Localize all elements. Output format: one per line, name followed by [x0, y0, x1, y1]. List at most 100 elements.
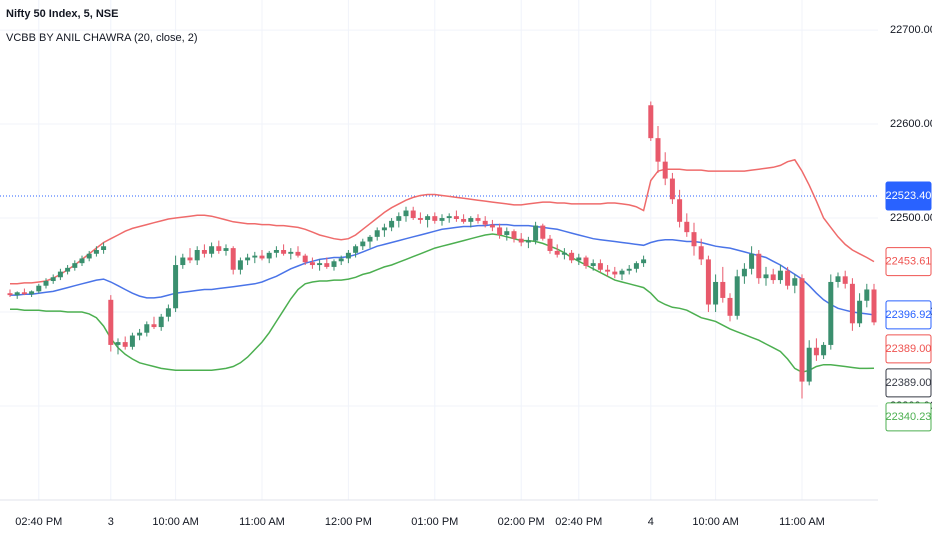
candle-body — [849, 283, 855, 324]
price-badge-box — [885, 181, 932, 211]
candle-body — [749, 253, 755, 269]
candle-body — [173, 265, 179, 309]
x-tick-label: 02:40 PM — [15, 516, 62, 528]
candle-body — [785, 270, 791, 286]
candle-body — [741, 268, 747, 277]
x-tick-label: 4 — [648, 516, 654, 528]
candle-body — [137, 332, 143, 336]
candle-body — [857, 300, 863, 324]
price-badge-box — [885, 368, 932, 398]
candle-body — [497, 227, 503, 235]
candle-body — [799, 278, 805, 382]
candle-body — [165, 308, 171, 317]
candle-body — [65, 267, 71, 272]
candle-body — [79, 258, 85, 264]
candle-body — [187, 257, 193, 261]
candle-body — [245, 257, 251, 261]
candle-body — [705, 259, 711, 305]
x-tick-label: 11:00 AM — [239, 516, 285, 528]
candle-body — [547, 238, 553, 251]
candle-body — [158, 316, 164, 328]
candle-body — [295, 251, 301, 256]
price-badge: 22396.92 — [885, 300, 932, 330]
candle-body — [43, 281, 49, 286]
candle-body — [237, 260, 243, 270]
candle-body — [345, 252, 351, 259]
candle-body — [338, 258, 344, 262]
band-line — [10, 223, 875, 316]
candle-body — [684, 221, 690, 233]
candle-body — [835, 276, 841, 282]
indicator-label: VCBB BY ANIL CHAWRA (20, close, 2) — [6, 32, 198, 44]
price-badge: 22523.40 — [885, 181, 932, 211]
candle-body — [806, 347, 812, 382]
candle-body — [792, 278, 798, 286]
candle-body — [475, 218, 481, 221]
candle-body — [259, 255, 265, 259]
candle-body — [57, 271, 63, 278]
candle-body — [374, 230, 380, 237]
candle-body — [86, 253, 92, 259]
candle-body — [633, 263, 639, 269]
candle-body — [821, 344, 827, 356]
candle-body — [734, 276, 740, 316]
candle-body — [871, 289, 877, 323]
candle-body — [691, 232, 697, 247]
candle-body — [317, 263, 323, 266]
candle-body — [288, 251, 294, 254]
candle-body — [151, 324, 157, 328]
y-tick-label: 22500.00 — [890, 212, 932, 224]
candle-body — [489, 224, 495, 228]
price-badge-box — [885, 402, 932, 432]
candle-body — [540, 225, 546, 239]
candle-body — [756, 253, 762, 279]
candle-body — [425, 216, 431, 220]
candle-body — [266, 252, 272, 259]
x-tick-label: 10:00 AM — [152, 516, 198, 528]
candle-body — [518, 238, 524, 243]
candle-body — [561, 252, 567, 255]
candle-body — [417, 218, 423, 220]
chart-title: Nifty 50 Index, 5, NSE — [6, 8, 118, 20]
candle-body — [576, 257, 582, 261]
candle-body — [461, 218, 467, 222]
candle-body — [50, 277, 56, 282]
candle-body — [230, 248, 236, 270]
price-badge: 22389.00 — [885, 368, 932, 398]
candle-body — [21, 292, 27, 295]
candle-body — [36, 285, 42, 292]
band-line — [10, 158, 875, 285]
candle-body — [389, 220, 395, 228]
candle-body — [533, 225, 539, 241]
candle-body — [727, 297, 733, 316]
candle-body — [626, 268, 632, 271]
candle-body — [504, 231, 510, 235]
candle-body — [662, 161, 668, 179]
candle-body — [72, 263, 78, 268]
candle-body — [129, 335, 135, 347]
candle-body — [216, 246, 222, 251]
x-tick-label: 3 — [108, 516, 114, 528]
x-tick-label: 12:00 PM — [325, 516, 372, 528]
candle-body — [619, 270, 625, 275]
candle-body — [677, 199, 683, 222]
candle-body — [864, 289, 870, 301]
x-tick-label: 02:40 PM — [555, 516, 602, 528]
candle-body — [403, 210, 409, 217]
candle-body — [14, 292, 20, 296]
price-badge-box — [885, 334, 932, 364]
candle-body — [439, 218, 445, 221]
candle-body — [813, 347, 819, 356]
candle-body — [281, 250, 287, 254]
price-badge: 22453.61 — [885, 247, 932, 277]
candle-body — [777, 270, 783, 281]
candle-body — [828, 281, 834, 345]
candle-body — [324, 263, 330, 267]
candle-body — [554, 250, 560, 255]
candle-body — [720, 281, 726, 298]
candle-body — [7, 293, 13, 296]
x-tick-label: 11:00 AM — [779, 516, 825, 528]
candle-body — [101, 246, 107, 250]
candle-body — [201, 250, 207, 254]
candle-body — [713, 281, 719, 305]
